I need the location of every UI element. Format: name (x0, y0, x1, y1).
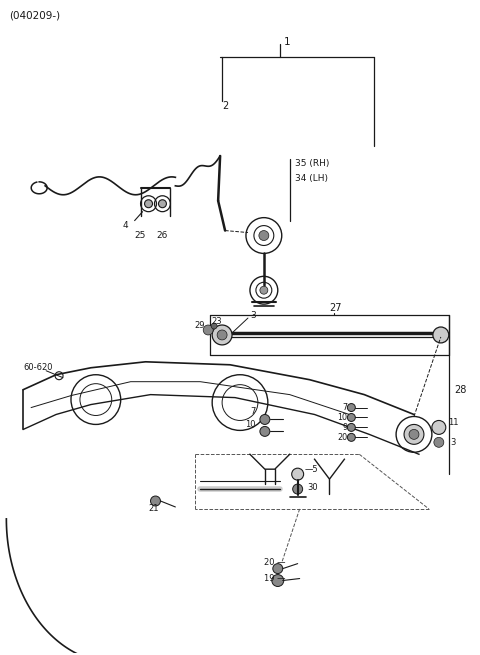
Circle shape (151, 496, 160, 506)
Text: 1: 1 (284, 37, 290, 47)
Text: 4: 4 (123, 221, 128, 230)
Text: 10: 10 (337, 413, 348, 422)
Text: 11: 11 (448, 418, 458, 427)
Circle shape (409, 430, 419, 440)
Text: 23: 23 (211, 316, 222, 326)
Text: 20: 20 (337, 433, 348, 442)
Circle shape (348, 403, 355, 411)
Circle shape (434, 438, 444, 447)
Circle shape (212, 325, 232, 345)
Circle shape (203, 325, 213, 335)
Circle shape (260, 415, 270, 424)
Text: 27: 27 (329, 303, 342, 313)
Text: (040209-): (040209-) (9, 11, 60, 21)
Circle shape (433, 327, 449, 343)
Text: 9: 9 (342, 423, 348, 432)
Text: 34 (LH): 34 (LH) (295, 174, 328, 183)
Text: 20 —: 20 — (264, 558, 286, 567)
Circle shape (432, 421, 446, 434)
Text: —5: —5 (305, 464, 318, 474)
Text: 3: 3 (250, 310, 256, 320)
Circle shape (348, 423, 355, 432)
Circle shape (260, 286, 268, 294)
Circle shape (217, 330, 227, 340)
Text: 2: 2 (222, 102, 228, 111)
Text: 7: 7 (251, 407, 256, 416)
Circle shape (259, 231, 269, 240)
Circle shape (272, 574, 284, 586)
Text: 3: 3 (451, 438, 456, 447)
Circle shape (158, 200, 167, 208)
Circle shape (348, 413, 355, 421)
Text: 19 —: 19 — (264, 574, 286, 583)
Text: 28: 28 (454, 384, 466, 395)
Text: 29: 29 (194, 320, 205, 329)
Text: 60-620: 60-620 (23, 364, 53, 372)
Circle shape (293, 484, 302, 494)
Circle shape (292, 468, 304, 480)
Circle shape (404, 424, 424, 444)
Text: 7: 7 (342, 403, 348, 412)
Text: 21: 21 (148, 504, 159, 514)
Text: 10: 10 (245, 420, 256, 429)
Circle shape (273, 563, 283, 574)
Circle shape (211, 323, 217, 329)
Text: 26: 26 (156, 231, 168, 240)
Text: 35 (RH): 35 (RH) (295, 159, 329, 168)
Circle shape (260, 426, 270, 436)
Circle shape (144, 200, 153, 208)
Text: 30: 30 (308, 483, 318, 491)
Text: 25: 25 (134, 231, 146, 240)
Circle shape (348, 434, 355, 441)
